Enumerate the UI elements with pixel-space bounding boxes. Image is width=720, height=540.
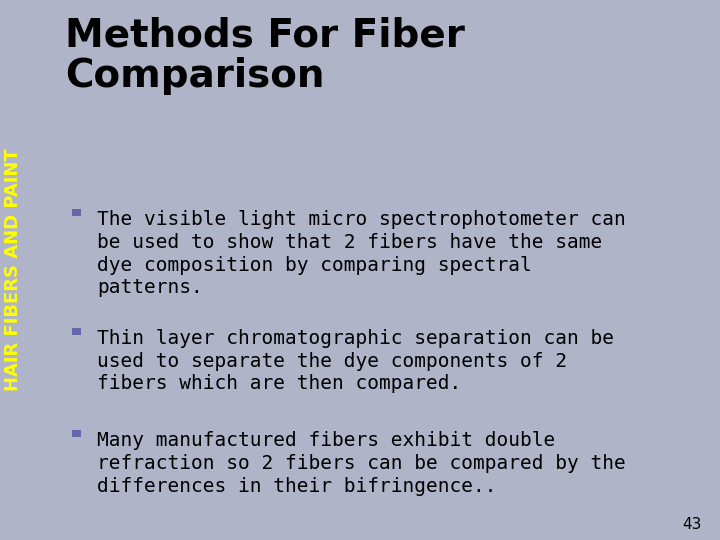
Text: Thin layer chromatographic separation can be
used to separate the dye components: Thin layer chromatographic separation ca… — [97, 329, 614, 393]
Text: HAIR FIBERS AND PAINT: HAIR FIBERS AND PAINT — [4, 148, 22, 392]
Bar — [72, 209, 81, 216]
Text: Many manufactured fibers exhibit double
refraction so 2 fibers can be compared b: Many manufactured fibers exhibit double … — [97, 431, 626, 496]
Bar — [72, 328, 81, 335]
Bar — [72, 430, 81, 437]
Text: Methods For Fiber
Comparison: Methods For Fiber Comparison — [65, 16, 464, 95]
Text: 43: 43 — [683, 517, 702, 532]
Text: The visible light micro spectrophotometer can
be used to show that 2 fibers have: The visible light micro spectrophotomete… — [97, 210, 626, 298]
